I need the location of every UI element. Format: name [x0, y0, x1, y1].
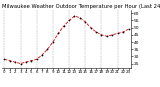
- Text: Milwaukee Weather Outdoor Temperature per Hour (Last 24 Hours): Milwaukee Weather Outdoor Temperature pe…: [2, 4, 160, 9]
